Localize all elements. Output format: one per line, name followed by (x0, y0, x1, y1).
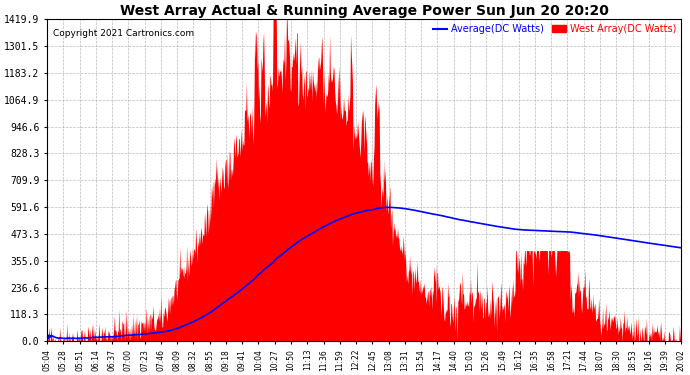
Text: Copyright 2021 Cartronics.com: Copyright 2021 Cartronics.com (53, 29, 195, 38)
Legend: Average(DC Watts), West Array(DC Watts): Average(DC Watts), West Array(DC Watts) (433, 24, 676, 34)
Title: West Array Actual & Running Average Power Sun Jun 20 20:20: West Array Actual & Running Average Powe… (120, 4, 609, 18)
